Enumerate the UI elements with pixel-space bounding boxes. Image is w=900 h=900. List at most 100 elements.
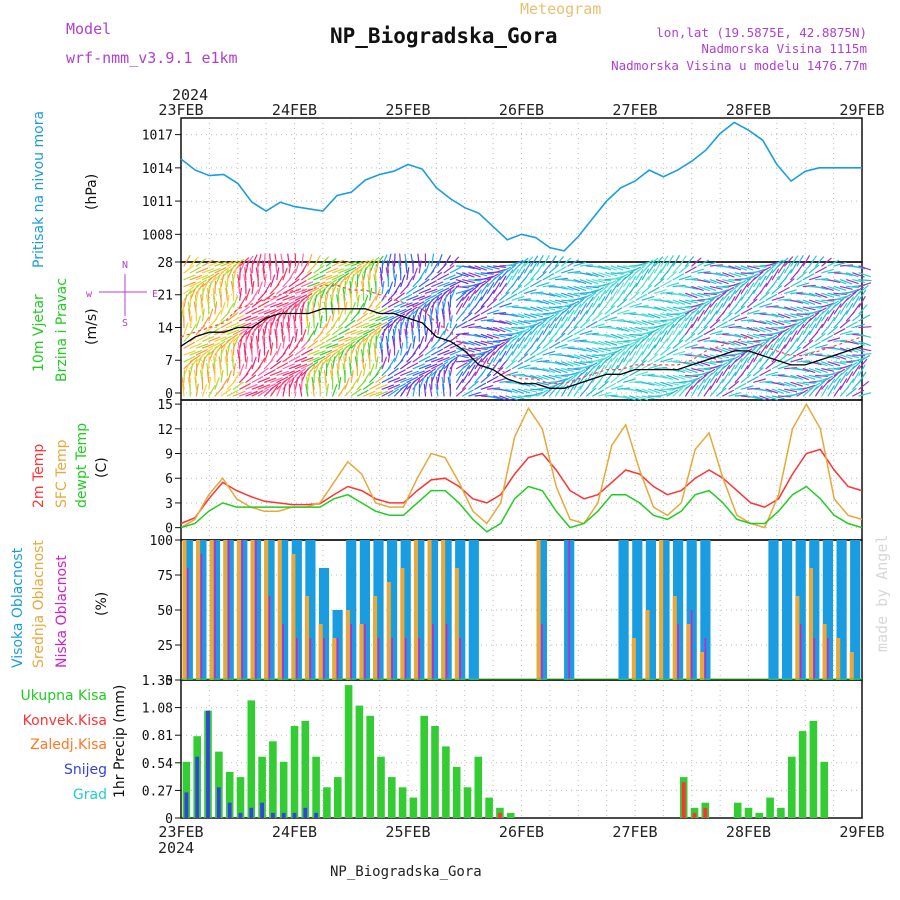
wind-barb [224,280,228,294]
wind-barb [839,302,848,315]
wind-barb [598,272,611,278]
wind-barb [387,388,399,397]
wind-barb [616,273,629,281]
precip-total-bar [431,726,439,818]
wind-barb [610,307,623,315]
wind-barb [431,281,444,288]
wind-barb [208,385,216,397]
wind-barb [406,362,419,370]
wind-barb [410,322,414,336]
wind-barb [455,285,469,289]
wind-barb [262,328,266,342]
wind-barb [195,315,201,329]
wind-barb [765,395,779,401]
wind-barb [200,301,204,315]
wind-barb [350,335,363,342]
precip-snow-bar [314,812,318,818]
wind-barb [480,318,494,322]
precip-snow-bar [206,710,210,818]
wind-barb [740,374,752,383]
wind-barb [554,292,568,299]
wind-barb [722,371,730,383]
precip-total-bar [355,705,364,818]
wind-barb [437,322,441,336]
wind-barb [232,258,245,267]
wind-barb [815,285,828,290]
wind-barb [523,313,537,319]
wind-barb [380,274,383,288]
model-altitude-label: Nadmorska Visina u modelu 1476.77m [611,58,867,73]
y-tick-label: 21 [157,289,173,304]
wind-barb [237,274,241,288]
wind-gust-series-line [180,284,863,385]
wind-barb [641,330,655,336]
wind-barb [208,276,217,288]
wind-barb [746,395,760,400]
wind-barb [666,282,680,288]
wind-barb [208,308,214,322]
wind-barb [505,335,518,342]
precip-total-bar [788,756,796,818]
wind-barb [839,378,848,390]
wind-barb [579,264,593,267]
high-cloud-bar [618,540,629,680]
year-bottom: 2024 [158,839,194,857]
wind-barb [839,319,851,329]
wind-barb [493,265,507,268]
wind-barb [542,339,553,349]
wind-barb [728,340,741,346]
wind-barb [270,360,281,370]
wind-barb [214,349,218,363]
wind-barb [342,287,346,301]
wind-barb [815,377,828,383]
wind-barb [815,266,827,274]
wind-barb [610,289,619,301]
wind-barb [493,367,504,377]
wind-barb [728,392,742,397]
wind-barb [313,255,321,267]
wind-barb [505,275,513,288]
wind-barb [480,307,493,315]
wind-barb [647,388,661,394]
wind-barb [338,336,351,342]
wind-barb [579,378,588,390]
wind-barb [251,328,256,342]
wind-barb [324,376,328,390]
wind-barb [418,369,431,377]
wind-barb [282,335,286,349]
wind-barb [815,385,823,397]
wind-barb [362,381,374,390]
precip-total-bar [820,761,828,818]
wind-barb [604,305,615,315]
wind-barb [455,340,469,345]
wind-barb [270,342,274,356]
footer-title: NP_Biogradska_Gora [330,864,482,880]
wind-barb [263,377,277,383]
wind-barb [437,273,450,281]
wind-barb [323,369,328,383]
wind-barb [435,383,439,397]
temp2m-series-line [180,448,863,525]
wind-barb [344,349,348,363]
wind-barb [282,301,295,308]
low-cloud-bar [214,540,216,680]
wind-barb [573,296,587,301]
wind-barb [691,368,705,372]
wind-barb [288,336,294,349]
precip-total-bar [798,731,807,818]
wind-barb [765,293,778,301]
lonlat-label: lon,lat (19.5875E, 42.8875N) [656,25,867,40]
wind-barb [313,274,326,281]
wind-barb [623,333,637,338]
wind-barb [554,343,568,349]
wind-barb [641,268,650,281]
wind-barb [226,389,239,397]
wind-barb [194,376,197,390]
wind-barb [746,309,760,315]
wind-barb [647,262,656,274]
wind-barb [746,333,760,339]
wind-barb [530,357,543,363]
wind-barb [213,356,216,370]
wind-barb [406,302,419,308]
wind-barb [641,332,653,342]
